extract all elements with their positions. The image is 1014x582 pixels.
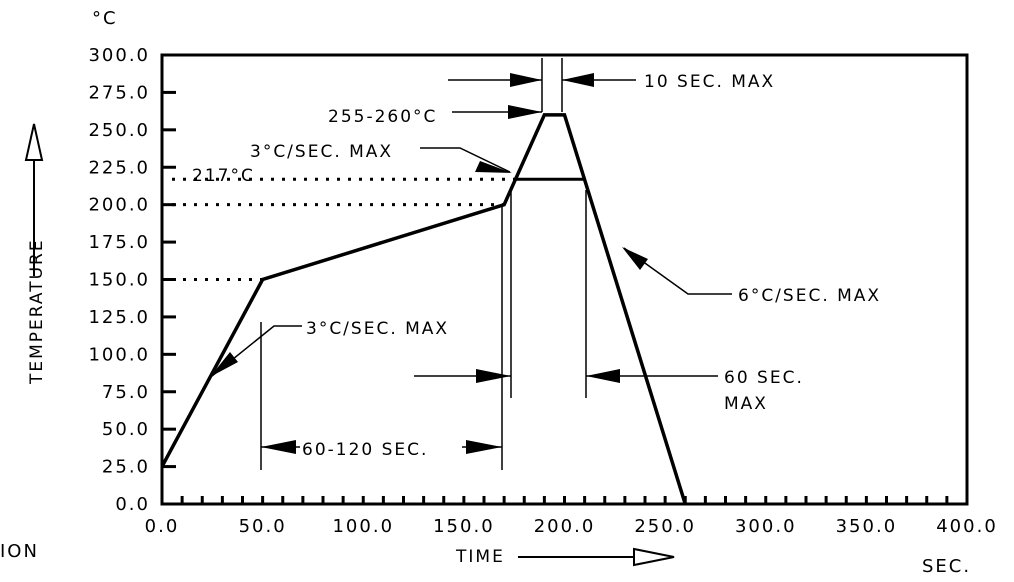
liquidus-time-annotation-1: 60 SEC. — [724, 368, 804, 388]
x-axis-arrow-icon — [518, 547, 675, 567]
y-tick-label: 25.0 — [102, 457, 150, 478]
y-tick-label: 150.0 — [88, 270, 150, 291]
x-tick-label: 150.0 — [433, 516, 495, 537]
y-tick-label: 225.0 — [88, 157, 150, 178]
x-unit-label: SEC. — [922, 556, 971, 577]
x-axis-title: TIME — [455, 547, 505, 567]
x-tick-label: 100.0 — [332, 516, 394, 537]
cooling-ramp-annotation: 6°C/SEC. MAX — [738, 286, 881, 306]
reflow-ramp-annotation: 3°C/SEC. MAX — [250, 142, 393, 162]
preheat-ramp-annotation: 3°C/SEC. MAX — [306, 319, 449, 339]
y-tick-label: 125.0 — [88, 307, 150, 328]
soak-time-annotation: 60-120 SEC. — [302, 440, 428, 460]
y-tick-label: 300.0 — [88, 45, 150, 66]
y-tick-label: 50.0 — [102, 419, 150, 440]
y-tick-label: 275.0 — [88, 82, 150, 103]
label-217: 217°C — [192, 166, 255, 186]
y-tick-label: 75.0 — [102, 382, 150, 403]
x-tick-label: 200.0 — [534, 516, 596, 537]
y-unit-label: °C — [92, 8, 118, 29]
x-tick-label: 350.0 — [836, 516, 898, 537]
x-tick-label: 300.0 — [735, 516, 797, 537]
peak-annotation: 255-260°C — [328, 107, 437, 127]
annotation-arrowheads — [210, 73, 648, 454]
y-tick-label: 100.0 — [88, 344, 150, 365]
plot-frame — [160, 53, 969, 506]
x-tick-label: 400.0 — [936, 516, 998, 537]
y-axis-title: TEMPERATURE — [27, 238, 47, 385]
x-tick-label: 50.0 — [239, 516, 287, 537]
x-tick-label: 0.0 — [145, 516, 180, 537]
y-tick-label: 175.0 — [88, 232, 150, 253]
liquidus-time-annotation-2: MAX — [724, 394, 768, 414]
y-tick-label: 250.0 — [88, 120, 150, 141]
y-tick-label: 200.0 — [88, 195, 150, 216]
cut-off-caption: ION — [0, 541, 39, 562]
peak-time-annotation: 10 SEC. MAX — [644, 72, 775, 92]
y-tick-label: 0.0 — [115, 494, 150, 515]
y-axis-arrow-icon — [24, 123, 44, 276]
reflow-profile-line — [160, 113, 687, 505]
x-tick-label: 250.0 — [634, 516, 696, 537]
